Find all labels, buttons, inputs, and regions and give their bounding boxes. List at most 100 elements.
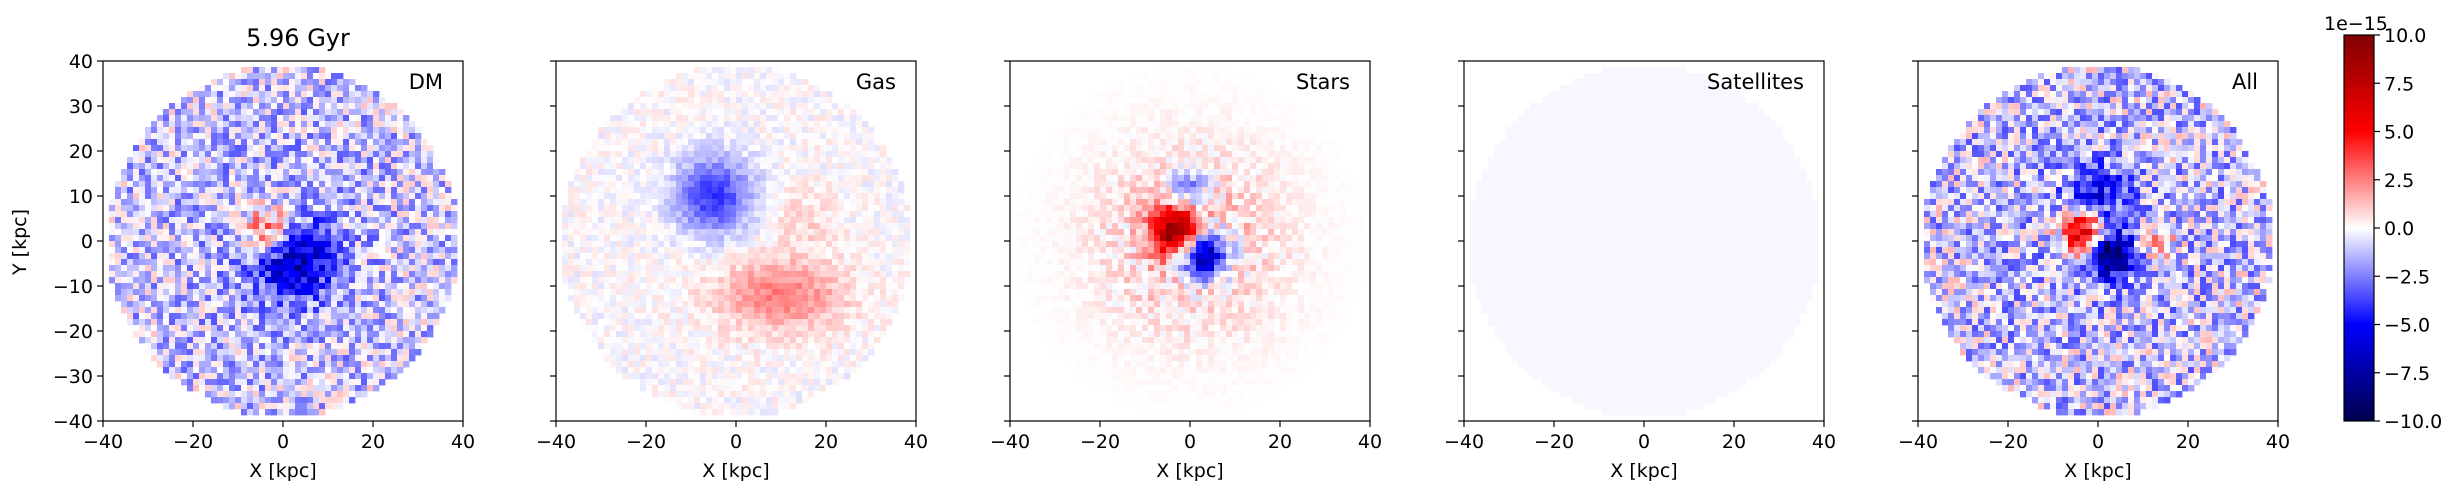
heatmap-cell (151, 283, 158, 290)
heatmap-cell (265, 391, 272, 398)
heatmap-cell (688, 343, 695, 350)
heatmap-cell (199, 85, 206, 92)
heatmap-cell (796, 367, 803, 374)
heatmap-cell (427, 241, 434, 248)
heatmap-cell (640, 97, 647, 104)
heatmap-cell (634, 253, 641, 260)
heatmap-cell (616, 355, 623, 362)
heatmap-cell (325, 205, 332, 212)
heatmap-cell (409, 247, 416, 254)
heatmap-cell (622, 307, 629, 314)
heatmap-cell (808, 391, 815, 398)
heatmap-cell (229, 169, 236, 176)
heatmap-cell (283, 271, 290, 278)
heatmap-cell (265, 175, 272, 182)
heatmap-cell (205, 91, 212, 98)
heatmap-cell (301, 97, 308, 104)
heatmap-cell (664, 91, 671, 98)
heatmap-cell (151, 355, 158, 362)
heatmap-cell (712, 271, 719, 278)
heatmap-cell (397, 361, 404, 368)
heatmap-cell (301, 181, 308, 188)
heatmap-cell (742, 169, 749, 176)
heatmap-cell (802, 199, 809, 206)
heatmap-cell (712, 391, 719, 398)
heatmap-cell (337, 139, 344, 146)
heatmap-cell (586, 217, 593, 224)
heatmap-cell (355, 349, 362, 356)
heatmap-cell (712, 349, 719, 356)
heatmap-cell (349, 367, 356, 374)
heatmap-cell (259, 265, 266, 272)
heatmap-cell (772, 253, 779, 260)
heatmap-cell (175, 223, 182, 230)
heatmap-cell (349, 265, 356, 272)
panel-dm: DM−40 −20 0 20 40X [kpc]403020100−10−20−30−4… (53, 51, 475, 482)
heatmap-cell (295, 91, 302, 98)
heatmap-cell (193, 367, 200, 374)
heatmap-cell (277, 205, 284, 212)
heatmap-cell (283, 367, 290, 374)
heatmap-cell (778, 343, 785, 350)
heatmap-cell (562, 253, 569, 260)
heatmap-cell (790, 151, 797, 158)
heatmap-cell (241, 217, 248, 224)
heatmap-cell (622, 319, 629, 326)
heatmap-cell (640, 121, 647, 128)
heatmap-cell (295, 391, 302, 398)
heatmap-cell (157, 301, 164, 308)
heatmap-cell (247, 277, 254, 284)
heatmap-cell (319, 259, 326, 266)
heatmap-cell (379, 157, 386, 164)
heatmap-cell (706, 277, 713, 284)
heatmap-cell (319, 313, 326, 320)
heatmap-cell (217, 247, 224, 254)
heatmap-cell (748, 343, 755, 350)
heatmap-cell (754, 241, 761, 248)
heatmap-cell (289, 247, 296, 254)
heatmap-cell (700, 361, 707, 368)
heatmap-cell (193, 151, 200, 158)
heatmap-cell (127, 211, 134, 218)
heatmap-cell (724, 115, 731, 122)
heatmap-cell (319, 289, 326, 296)
heatmap-cell (379, 169, 386, 176)
heatmap-cell (217, 343, 224, 350)
heatmap-cell (181, 199, 188, 206)
heatmap-cell (772, 217, 779, 224)
heatmap-cell (379, 121, 386, 128)
heatmap-cell (415, 271, 422, 278)
heatmap-cell (283, 247, 290, 254)
heatmap-cell (664, 175, 671, 182)
heatmap-cell (265, 367, 272, 374)
heatmap-cell (742, 277, 749, 284)
heatmap-cell (676, 109, 683, 116)
heatmap-cell (676, 337, 683, 344)
heatmap-cell (325, 235, 332, 242)
heatmap-cell (658, 115, 665, 122)
heatmap-cell (193, 175, 200, 182)
heatmap-cell (331, 127, 338, 134)
heatmap-cell (694, 103, 701, 110)
heatmap-cell (814, 367, 821, 374)
heatmap-cell (271, 355, 278, 362)
heatmap-cell (241, 337, 248, 344)
heatmap-cell (574, 229, 581, 236)
heatmap-cell (676, 373, 683, 380)
heatmap-cell (700, 295, 707, 302)
heatmap-cell (748, 157, 755, 164)
heatmap-cell (796, 223, 803, 230)
heatmap-cell (361, 247, 368, 254)
heatmap-cell (562, 217, 569, 224)
heatmap-cell (247, 385, 254, 392)
heatmap-cell (796, 373, 803, 380)
heatmap-cell (379, 295, 386, 302)
heatmap-cell (145, 343, 152, 350)
heatmap-cell (724, 367, 731, 374)
heatmap-cell (742, 385, 749, 392)
heatmap-cell (109, 247, 116, 254)
heatmap-cell (415, 205, 422, 212)
heatmap-cell (682, 97, 689, 104)
heatmap-cell (652, 283, 659, 290)
heatmap-cell (694, 343, 701, 350)
